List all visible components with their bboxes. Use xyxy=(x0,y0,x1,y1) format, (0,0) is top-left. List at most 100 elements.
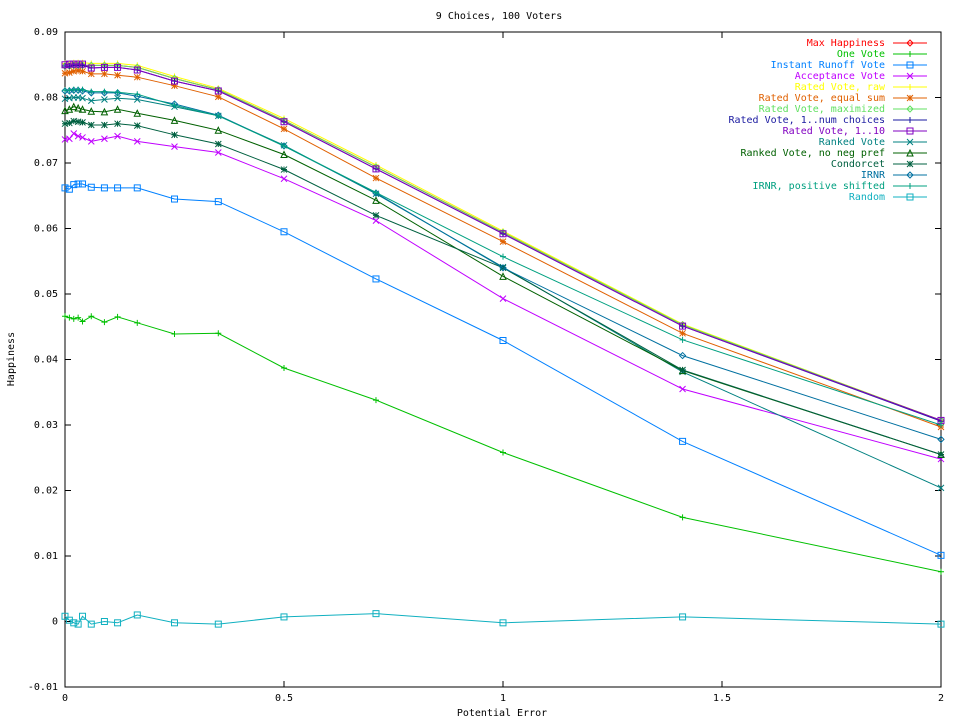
data-point-square xyxy=(114,63,122,71)
data-point-star xyxy=(74,67,82,74)
data-point-star xyxy=(61,69,69,77)
data-point-plus xyxy=(101,88,108,95)
data-point-square xyxy=(65,60,73,68)
data-point-star xyxy=(114,120,121,128)
data-point-star xyxy=(70,117,78,125)
data-point-plus xyxy=(281,142,287,149)
series-3 xyxy=(61,130,945,463)
data-point-plus xyxy=(938,568,944,575)
x-axis-label: Potential Error xyxy=(457,708,547,719)
data-point-x xyxy=(66,135,73,143)
data-point-plus xyxy=(679,514,686,521)
data-point-star xyxy=(906,160,914,168)
data-point-star xyxy=(906,94,914,102)
data-point-x xyxy=(87,138,95,145)
data-point-star xyxy=(101,70,108,78)
data-point-square xyxy=(171,77,178,85)
data-point-x xyxy=(372,217,380,224)
data-point-x xyxy=(937,484,945,492)
data-point-diamond xyxy=(678,351,687,360)
series-1 xyxy=(62,313,944,575)
y-tick-label: -0.01 xyxy=(28,682,58,693)
data-point-star xyxy=(214,140,222,148)
data-point-star xyxy=(171,131,178,139)
data-point-plus xyxy=(134,319,141,326)
data-point-x xyxy=(280,175,288,183)
data-point-triangle xyxy=(170,116,179,124)
y-tick-label: 0.03 xyxy=(34,420,58,431)
data-point-square xyxy=(171,619,178,627)
legend-label: Ranked Vote xyxy=(819,137,885,148)
data-point-plus xyxy=(101,319,108,326)
data-point-square xyxy=(79,180,87,188)
data-point-x xyxy=(214,149,222,156)
series-10 xyxy=(61,102,945,458)
data-point-plus xyxy=(70,315,77,322)
data-point-square xyxy=(79,612,87,620)
legend-label: Rated Vote, equal sum xyxy=(759,93,885,104)
data-point-triangle xyxy=(133,109,142,117)
y-axis-label: Happiness xyxy=(6,332,17,386)
data-point-x xyxy=(101,135,108,143)
series-line xyxy=(64,132,942,460)
series-line xyxy=(64,315,942,573)
data-point-star xyxy=(79,119,86,126)
data-point-triangle xyxy=(113,105,122,113)
data-point-square xyxy=(79,60,87,68)
data-point-square xyxy=(906,193,914,201)
data-point-square xyxy=(280,118,288,126)
data-point-diamond xyxy=(906,39,914,47)
data-point-x xyxy=(906,72,914,80)
data-point-star xyxy=(499,238,507,245)
data-point-plus xyxy=(79,86,86,93)
y-tick-label: 0.05 xyxy=(34,289,58,300)
data-point-plus xyxy=(88,88,95,95)
data-point-plus xyxy=(907,51,913,57)
data-point-triangle xyxy=(906,148,914,157)
series-group xyxy=(61,59,945,628)
series-14 xyxy=(61,610,945,628)
data-point-square xyxy=(61,612,69,620)
data-point-square xyxy=(679,613,687,621)
data-point-plus xyxy=(907,183,913,189)
data-point-square xyxy=(906,127,914,135)
y-tick-label: 0.04 xyxy=(34,355,58,366)
x-tick-label: 1 xyxy=(500,693,506,704)
data-point-plus xyxy=(79,318,86,325)
legend-label: Ranked Vote, no neg pref xyxy=(741,148,886,159)
data-point-square xyxy=(61,184,69,192)
series-line xyxy=(65,89,942,440)
series-line xyxy=(64,183,942,556)
legend-label: Rated Vote, 1..num choices xyxy=(728,115,885,126)
data-point-square xyxy=(70,60,78,68)
data-point-triangle xyxy=(372,196,380,204)
data-point-square xyxy=(280,613,288,621)
legend-label: Random xyxy=(849,192,885,203)
series-line xyxy=(64,63,942,421)
data-point-plus xyxy=(66,314,73,321)
legend-label: Rated Vote, 1..10 xyxy=(783,126,885,137)
data-point-plus xyxy=(500,449,506,456)
data-point-square xyxy=(74,620,82,628)
data-point-square xyxy=(171,195,178,203)
data-point-square xyxy=(906,61,914,69)
data-point-plus xyxy=(281,365,287,372)
data-point-x xyxy=(679,385,686,393)
data-point-square xyxy=(100,184,108,192)
y-tick-label: 0.01 xyxy=(34,551,58,562)
data-point-plus xyxy=(66,87,73,94)
data-point-plus xyxy=(938,422,944,428)
data-point-square xyxy=(74,60,82,68)
data-point-star xyxy=(101,121,108,129)
data-point-square xyxy=(61,61,69,69)
data-point-star xyxy=(87,70,95,78)
legend-label: Max Happiness xyxy=(807,38,885,49)
data-point-triangle xyxy=(74,103,82,112)
data-point-x xyxy=(74,132,82,140)
data-point-square xyxy=(372,275,380,283)
y-tick-label: 0 xyxy=(52,617,58,628)
data-point-plus xyxy=(134,91,141,98)
data-point-plus xyxy=(88,313,95,320)
legend-label: Condorcet xyxy=(831,159,885,170)
